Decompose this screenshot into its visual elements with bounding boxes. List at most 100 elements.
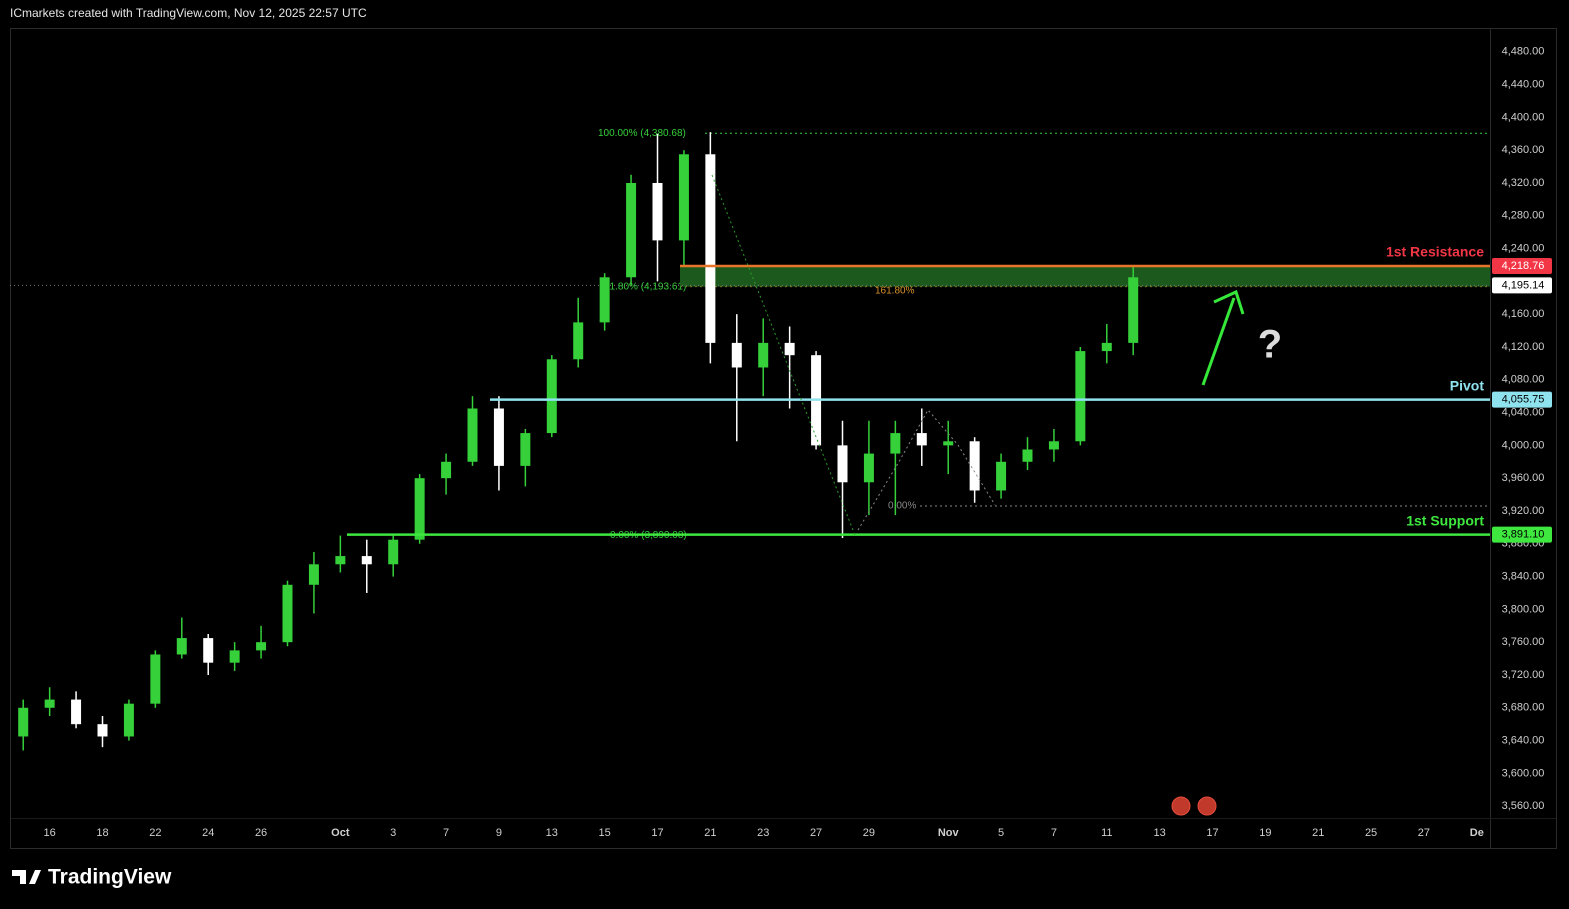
candle-body bbox=[1075, 351, 1086, 442]
level-name: Pivot bbox=[1450, 377, 1485, 393]
candle-body bbox=[758, 342, 769, 368]
candle-body bbox=[678, 154, 689, 241]
fib-label: 100.00% (4,380.68) bbox=[598, 128, 686, 139]
y-tick-label: 3,680.00 bbox=[1502, 702, 1545, 714]
x-tick-label: 5 bbox=[998, 827, 1004, 839]
y-tick-label: 4,480.00 bbox=[1502, 46, 1545, 58]
x-tick-label: 11 bbox=[1101, 827, 1112, 839]
x-tick-label: 3 bbox=[390, 827, 396, 839]
candle-body bbox=[837, 445, 848, 483]
candle-body bbox=[18, 707, 29, 737]
candle-body bbox=[626, 182, 637, 278]
y-tick-label: 4,320.00 bbox=[1502, 177, 1545, 189]
header: ICmarkets created with TradingView.com, … bbox=[10, 6, 367, 20]
level-price: 4,218.76 bbox=[1502, 260, 1545, 272]
y-tick-label: 3,920.00 bbox=[1502, 505, 1545, 517]
candle-body bbox=[256, 642, 267, 651]
candle-body bbox=[414, 478, 425, 540]
candle-body bbox=[573, 322, 584, 360]
x-tick-label: 25 bbox=[1365, 827, 1377, 839]
level-price: 4,055.75 bbox=[1502, 394, 1545, 406]
y-tick-label: 3,720.00 bbox=[1502, 669, 1545, 681]
x-tick-label: 27 bbox=[810, 827, 822, 839]
x-tick-label: 13 bbox=[1154, 827, 1166, 839]
candle-body bbox=[1048, 441, 1059, 450]
candle-body bbox=[203, 638, 214, 663]
candle-body bbox=[44, 699, 55, 708]
candle-body bbox=[123, 703, 134, 737]
x-tick-label: 27 bbox=[1418, 827, 1430, 839]
y-tick-label: 3,800.00 bbox=[1502, 603, 1545, 615]
candle-body bbox=[705, 154, 716, 343]
candle-body bbox=[229, 650, 240, 663]
fib-label: 61.80% (4,193.61) bbox=[604, 281, 686, 292]
candle-body bbox=[652, 182, 663, 241]
candle-body bbox=[784, 342, 795, 356]
chart-frame bbox=[10, 28, 1557, 849]
y-tick-label: 3,960.00 bbox=[1502, 472, 1545, 484]
x-tick-label: 9 bbox=[496, 827, 502, 839]
arrow bbox=[1201, 297, 1236, 386]
candle-body bbox=[467, 408, 478, 462]
candle-body bbox=[546, 359, 557, 434]
candle-body bbox=[176, 638, 187, 655]
candle-body bbox=[361, 556, 372, 565]
level-price: 3,891.10 bbox=[1502, 529, 1545, 541]
x-tick-label: 29 bbox=[863, 827, 875, 839]
event-icon[interactable] bbox=[1171, 796, 1191, 816]
candle-body bbox=[388, 539, 399, 565]
x-tick-label: 21 bbox=[1312, 827, 1324, 839]
candle-body bbox=[863, 453, 874, 483]
candle-body bbox=[97, 724, 108, 737]
candle-body bbox=[599, 277, 610, 323]
y-tick-label: 4,160.00 bbox=[1502, 308, 1545, 320]
logo: TradingView bbox=[12, 866, 172, 889]
footer-brand: TradingView bbox=[48, 866, 172, 889]
resistance-zone bbox=[680, 265, 1490, 287]
plot: 4,480.00 4,440.00 4,400.00 4,360.00 4,320.00… bbox=[10, 46, 1552, 839]
x-tick-label: De bbox=[1470, 827, 1484, 839]
candle-body bbox=[282, 584, 293, 643]
y-tick-label: 4,000.00 bbox=[1502, 439, 1545, 451]
x-tick-label: 23 bbox=[757, 827, 769, 839]
x-tick-label: 24 bbox=[202, 827, 214, 839]
annotation: ? bbox=[1258, 323, 1282, 367]
x-tick-label: 19 bbox=[1259, 827, 1271, 839]
x-tick-label: 16 bbox=[44, 827, 56, 839]
x-tick-label: 17 bbox=[651, 827, 663, 839]
x-tick-label: 22 bbox=[149, 827, 161, 839]
last-price-label: 4,195.14 bbox=[1502, 279, 1545, 291]
x-tick-label: 7 bbox=[443, 827, 449, 839]
level-box bbox=[1492, 391, 1552, 408]
y-tick-label: 3,560.00 bbox=[1502, 800, 1545, 812]
event-icon[interactable] bbox=[1197, 796, 1217, 816]
candle-body bbox=[943, 441, 954, 446]
candle-body bbox=[71, 699, 82, 725]
candle-body bbox=[1128, 277, 1139, 343]
candle-body bbox=[520, 433, 531, 466]
candle-body bbox=[996, 461, 1007, 491]
y-tick-label: 4,040.00 bbox=[1502, 406, 1545, 418]
arrow-head bbox=[1213, 289, 1245, 315]
candle-body bbox=[1101, 342, 1112, 352]
candle-body bbox=[493, 408, 504, 466]
candle-body bbox=[731, 342, 742, 368]
y-tick-label: 4,120.00 bbox=[1502, 341, 1545, 353]
level-box bbox=[1492, 526, 1552, 543]
y-tick-label: 4,280.00 bbox=[1502, 210, 1545, 222]
y-tick-label: 3,840.00 bbox=[1502, 570, 1545, 582]
x-tick-label: 15 bbox=[599, 827, 611, 839]
candle-body bbox=[916, 433, 927, 446]
candle-body bbox=[150, 654, 161, 704]
x-tick-label: 18 bbox=[96, 827, 108, 839]
x-tick-label: 7 bbox=[1051, 827, 1057, 839]
y-tick-label: 4,400.00 bbox=[1502, 111, 1545, 123]
y-tick-label: 4,440.00 bbox=[1502, 78, 1545, 90]
candle-body bbox=[890, 433, 901, 454]
y-tick-label: 4,080.00 bbox=[1502, 374, 1545, 386]
candle-body bbox=[1022, 449, 1033, 462]
fib-zero-label: 0.00% bbox=[888, 501, 916, 512]
x-tick-label: 17 bbox=[1206, 827, 1218, 839]
